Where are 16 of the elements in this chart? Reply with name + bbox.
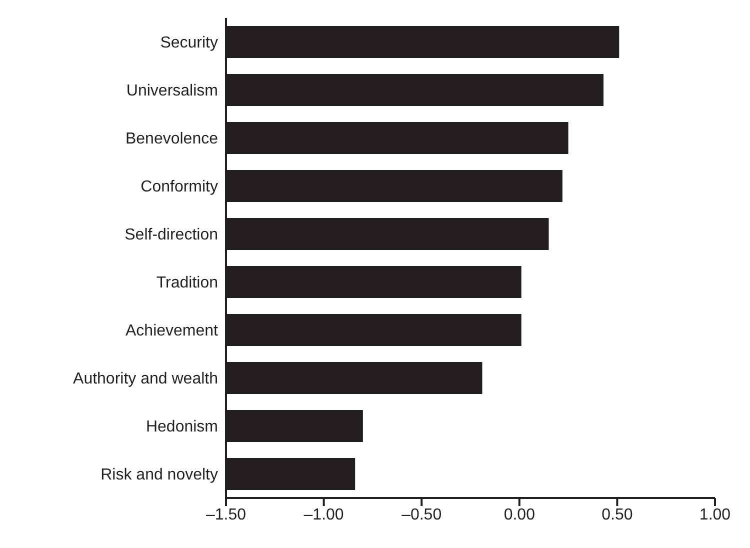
y-tick-label: Security xyxy=(160,34,218,52)
x-tick-label: 0.50 xyxy=(602,506,633,524)
x-tick-label: 1.00 xyxy=(699,506,731,524)
y-tick-label: Risk and novelty xyxy=(100,466,218,484)
x-tick-label: 0.00 xyxy=(504,506,536,524)
y-tick-label: Self-direction xyxy=(124,226,218,244)
y-tick-label: Benevolence xyxy=(125,130,218,148)
y-tick-label: Hedonism xyxy=(146,418,218,436)
y-tick-label: Conformity xyxy=(140,178,218,196)
x-tick-label: –0.50 xyxy=(402,506,442,524)
x-tick-label: –1.50 xyxy=(206,506,246,524)
x-tick-label: –1.00 xyxy=(304,506,344,524)
y-tick-label: Authority and wealth xyxy=(73,370,218,388)
y-tick-label: Tradition xyxy=(156,274,218,292)
y-tick-label: Achievement xyxy=(126,322,219,340)
y-tick-label: Universalism xyxy=(126,82,218,100)
